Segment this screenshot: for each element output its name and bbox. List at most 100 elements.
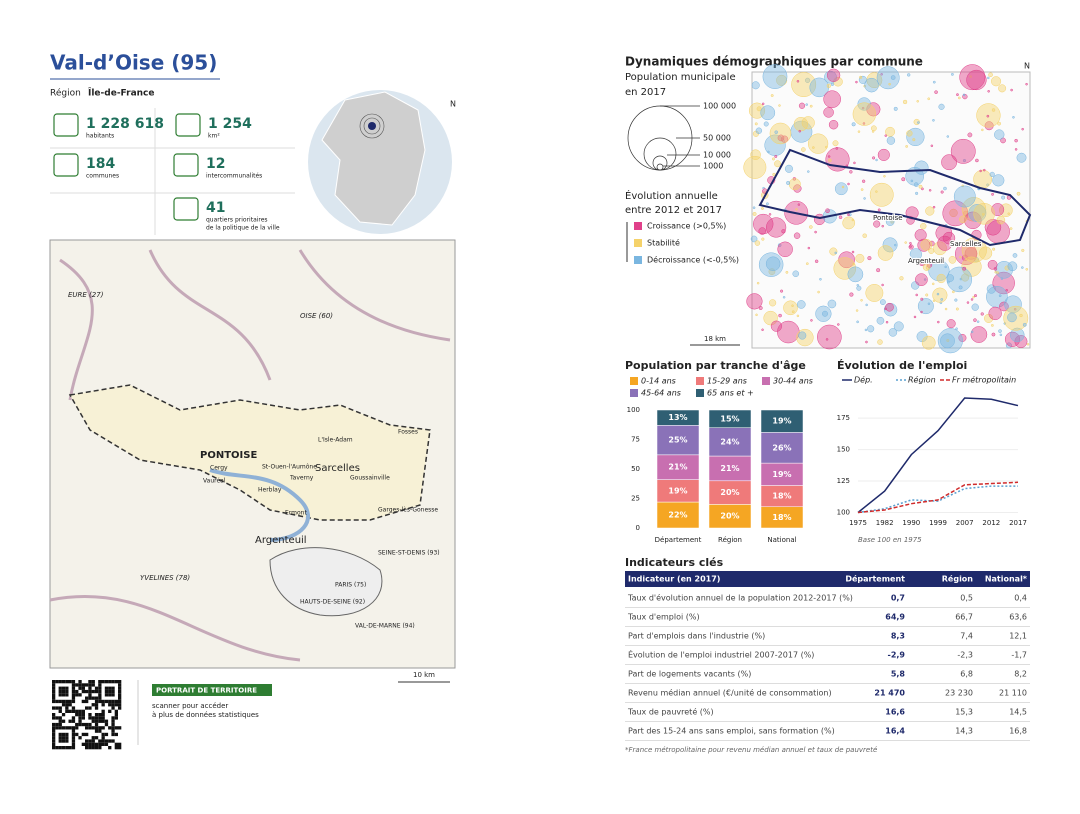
- section-title: Dynamiques démographiques par commune: [625, 55, 923, 69]
- size-legend-label: 10 000: [703, 151, 731, 160]
- bubble: [804, 77, 811, 83]
- qr-cell: [75, 709, 79, 713]
- stat-value: 184: [86, 156, 115, 172]
- qr-cell: [98, 696, 102, 700]
- map-label: SEINE-ST-DENIS (93): [378, 550, 440, 557]
- bubble: [1012, 115, 1015, 119]
- qr-cell: [88, 746, 92, 750]
- bubble: [815, 305, 832, 322]
- bubble-map: [690, 64, 1032, 354]
- qr-cell: [61, 689, 66, 694]
- bubble: [918, 258, 927, 267]
- map: EURE (27) OISE (60) PONTOISE Sarcelles Argen…: [49, 239, 456, 683]
- bubble: [786, 180, 791, 185]
- qr-cell: [114, 726, 118, 730]
- chart-note: Base 100 en 1975: [858, 536, 922, 544]
- qr-cell: [98, 689, 102, 694]
- bar-segment: [708, 427, 752, 457]
- qr-cell: [61, 719, 66, 723]
- qr-cell: [71, 693, 76, 697]
- line: [857, 485, 1018, 514]
- bubble: [755, 313, 758, 317]
- bubble: [936, 273, 946, 284]
- bubble: [915, 273, 928, 287]
- bubble: [778, 104, 781, 107]
- qr-cell: [104, 732, 109, 737]
- qr-cell: [91, 726, 95, 730]
- bubble: [921, 187, 924, 191]
- bubble: [1003, 305, 1029, 331]
- qr-cell: [71, 680, 76, 684]
- qr-cell: [94, 696, 99, 700]
- bubble: [907, 73, 911, 77]
- bubble: [851, 250, 855, 254]
- bubble: [817, 324, 842, 350]
- bubble: [860, 298, 863, 302]
- qr-cell: [71, 716, 76, 720]
- bubble: [976, 320, 980, 323]
- bubble: [792, 270, 800, 278]
- bubble: [881, 224, 884, 228]
- bubble: [943, 186, 947, 191]
- line: [857, 481, 1019, 514]
- qr-cell: [111, 686, 115, 690]
- bubble: [995, 261, 1013, 279]
- cell: Taux d'évolution annuel de la population…: [627, 593, 853, 603]
- qr-cell: [55, 726, 59, 730]
- globe: [308, 90, 452, 234]
- bubble: [969, 75, 972, 78]
- bubble: [881, 283, 884, 287]
- qr-cell: [111, 706, 115, 710]
- qr-cell: [104, 689, 109, 694]
- qr-cell: [68, 746, 72, 750]
- qr-cell: [85, 683, 89, 687]
- qr-cell: [61, 680, 66, 684]
- qr-cell: [52, 696, 56, 700]
- bubble: [758, 306, 763, 310]
- bubble: [761, 328, 764, 332]
- bubble: [810, 319, 813, 322]
- qr-cell: [65, 732, 69, 737]
- bubble: [788, 178, 801, 191]
- bubble: [796, 314, 800, 318]
- value-label: 18%: [772, 492, 791, 501]
- qr-cell: [101, 680, 105, 684]
- legend-swatch: [630, 377, 638, 385]
- qr-cell: [111, 689, 115, 694]
- qr-cell: [52, 713, 56, 717]
- qr-cell: [85, 689, 89, 694]
- bubble: [750, 235, 758, 243]
- qr-cell: [81, 732, 85, 737]
- bubble: [865, 340, 868, 344]
- bubble: [970, 326, 988, 343]
- bubble: [925, 293, 929, 297]
- value-label: 19%: [772, 470, 791, 479]
- qr-cell: [91, 736, 95, 740]
- y-tick-label: 150: [837, 446, 850, 454]
- bubble: [932, 80, 936, 84]
- qr-cell: [55, 680, 59, 684]
- qr-cell: [88, 722, 92, 727]
- bubble: [893, 106, 898, 111]
- bubble: [917, 121, 920, 124]
- map-label: St-Ouen-l'Aumône: [262, 464, 317, 471]
- map-label: YVELINES (78): [140, 574, 190, 582]
- qr-cell: [114, 709, 118, 713]
- qr-cell: [61, 732, 66, 737]
- y-tick-label: 100: [837, 508, 850, 516]
- qr-cell: [78, 686, 82, 690]
- y-tick-label: 125: [837, 477, 850, 485]
- qr-cell: [118, 742, 122, 746]
- bubble: [946, 339, 950, 342]
- chart-title: Évolution de l'emploi: [837, 359, 967, 372]
- value-label: 15%: [720, 414, 739, 423]
- bubble: [853, 161, 856, 165]
- cell: 7,4: [960, 632, 973, 641]
- bubble: [847, 182, 850, 186]
- qr-cell: [118, 686, 122, 690]
- y-tick-label: 0: [636, 524, 640, 532]
- bubble: [871, 130, 875, 133]
- map-label: PARIS (75): [335, 582, 366, 589]
- qr-cell: [114, 732, 118, 737]
- bubble: [914, 160, 929, 175]
